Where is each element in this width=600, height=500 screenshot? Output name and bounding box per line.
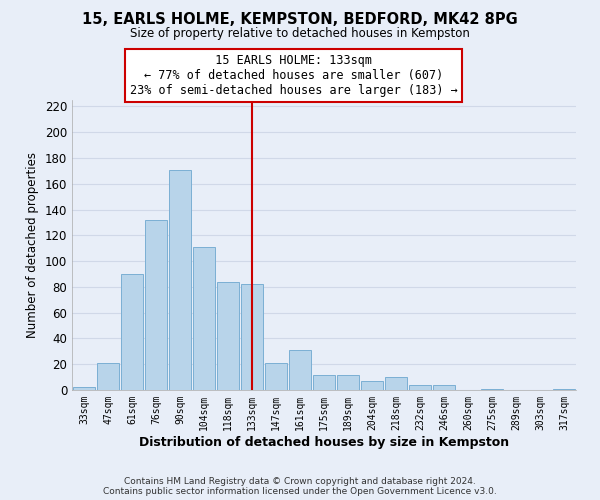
Bar bbox=[97, 363, 119, 390]
Bar bbox=[289, 350, 311, 390]
Bar bbox=[169, 170, 191, 390]
Text: Size of property relative to detached houses in Kempston: Size of property relative to detached ho… bbox=[130, 28, 470, 40]
Y-axis label: Number of detached properties: Number of detached properties bbox=[26, 152, 39, 338]
Bar bbox=[313, 374, 335, 390]
Bar bbox=[481, 388, 503, 390]
Bar bbox=[361, 381, 383, 390]
Text: Contains public sector information licensed under the Open Government Licence v3: Contains public sector information licen… bbox=[103, 488, 497, 496]
Bar bbox=[145, 220, 167, 390]
Bar bbox=[217, 282, 239, 390]
Bar bbox=[337, 374, 359, 390]
X-axis label: Distribution of detached houses by size in Kempston: Distribution of detached houses by size … bbox=[139, 436, 509, 448]
Bar bbox=[385, 377, 407, 390]
Bar bbox=[73, 388, 95, 390]
Bar bbox=[433, 385, 455, 390]
Bar bbox=[265, 363, 287, 390]
Text: Contains HM Land Registry data © Crown copyright and database right 2024.: Contains HM Land Registry data © Crown c… bbox=[124, 478, 476, 486]
Text: 15, EARLS HOLME, KEMPSTON, BEDFORD, MK42 8PG: 15, EARLS HOLME, KEMPSTON, BEDFORD, MK42… bbox=[82, 12, 518, 28]
Text: 15 EARLS HOLME: 133sqm  
← 77% of detached houses are smaller (607)
23% of semi-: 15 EARLS HOLME: 133sqm ← 77% of detached… bbox=[130, 54, 458, 97]
Bar bbox=[553, 388, 575, 390]
Bar bbox=[193, 247, 215, 390]
Bar bbox=[241, 284, 263, 390]
Bar bbox=[409, 385, 431, 390]
Bar bbox=[121, 274, 143, 390]
